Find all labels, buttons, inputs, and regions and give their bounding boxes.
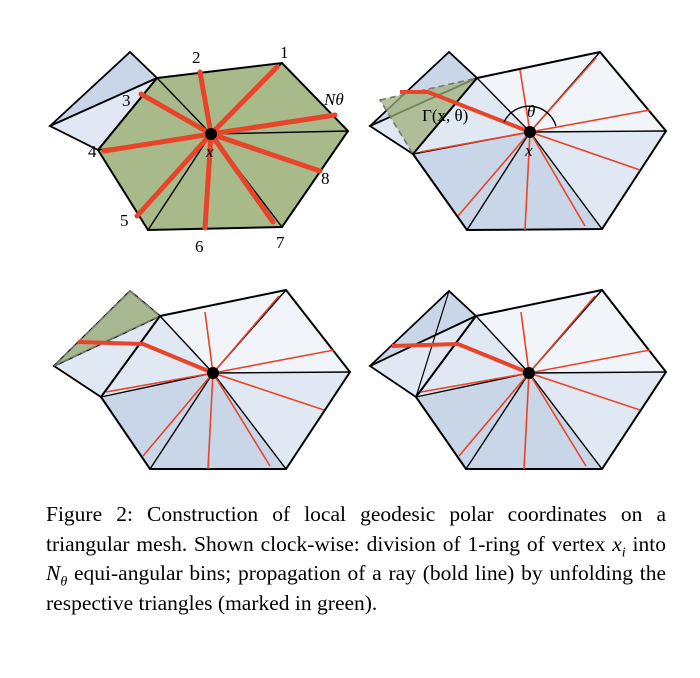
panel-ray-first-unfold: x Γ(x, θ) θ: [368, 50, 668, 232]
bin-label-8: 8: [321, 169, 330, 188]
vertex-label: x: [524, 141, 533, 160]
caption-vertex-base: x: [612, 531, 622, 556]
caption-middle: into: [625, 531, 666, 556]
bin-rays-thin: [105, 295, 335, 470]
ring-sector: [213, 290, 350, 373]
ring-sector: [467, 132, 602, 230]
ring-sector: [413, 78, 530, 154]
ring-sector: [530, 52, 666, 132]
ring-sector: [213, 372, 350, 469]
bin-label-3: 3: [122, 91, 131, 110]
bold-ray: [391, 341, 530, 375]
bin-rays: [101, 64, 338, 231]
bin-rays-thin: [419, 57, 651, 231]
bold-ray: [77, 340, 214, 375]
panel-one-ring-bins: x 1 2 3 4 5 6 7 8 Nθ: [47, 43, 350, 256]
figure-illustration: x 1 2 3 4 5 6 7 8 Nθ: [47, 43, 668, 470]
bold-ray: [400, 90, 531, 134]
caption-vertex-subscript: i: [621, 544, 626, 560]
ring-sector: [466, 373, 602, 469]
bin-label-n-theta: Nθ: [323, 90, 344, 109]
vertex-dot: [524, 126, 536, 138]
bin-label-7: 7: [276, 233, 285, 252]
caption-suffix: equi-angular bins; propagation of a ray …: [46, 561, 666, 615]
bin-rays-thin: [420, 295, 651, 470]
ring-sector: [530, 131, 666, 229]
ring-sector: [413, 132, 530, 230]
unfolded-triangle: [378, 76, 480, 156]
bin-label-1: 1: [280, 43, 289, 62]
angle-label: θ: [527, 102, 535, 121]
bin-label-2: 2: [192, 48, 201, 67]
ring-sector: [416, 373, 529, 469]
ring-sector: [101, 373, 213, 469]
caption-ntheta-base: N: [46, 561, 61, 585]
caption-vertex-symbol: xi: [612, 531, 625, 560]
panel-ray-final: [368, 288, 668, 470]
ring-sector: [101, 316, 213, 397]
bin-label-5: 5: [120, 211, 129, 230]
ray-label: Γ(x, θ): [422, 106, 468, 125]
caption-ntheta-subscript: θ: [60, 574, 68, 590]
vertex-dot: [523, 367, 535, 379]
ring-sector: [150, 373, 286, 469]
unfolded-triangle: [53, 289, 162, 367]
panel-ray-second-unfold: [52, 288, 352, 470]
ring-sector: [529, 290, 666, 373]
angle-arc: [503, 105, 557, 127]
vertex-label: x: [205, 142, 214, 161]
figure-caption: Figure 2: Construction of local geodesic…: [46, 500, 666, 618]
ring-sector: [476, 290, 602, 373]
bin-label-4: 4: [88, 142, 97, 161]
caption-ntheta-symbol: Nθ: [46, 561, 67, 589]
bin-label-6: 6: [195, 237, 204, 256]
caption-prefix: Figure 2: Construction of local geodesic…: [46, 502, 666, 556]
ring-sector: [160, 290, 286, 373]
ring-sector: [529, 372, 666, 469]
vertex-dot: [207, 367, 219, 379]
ring-sector: [416, 316, 529, 397]
vertex-dot: [205, 128, 217, 140]
